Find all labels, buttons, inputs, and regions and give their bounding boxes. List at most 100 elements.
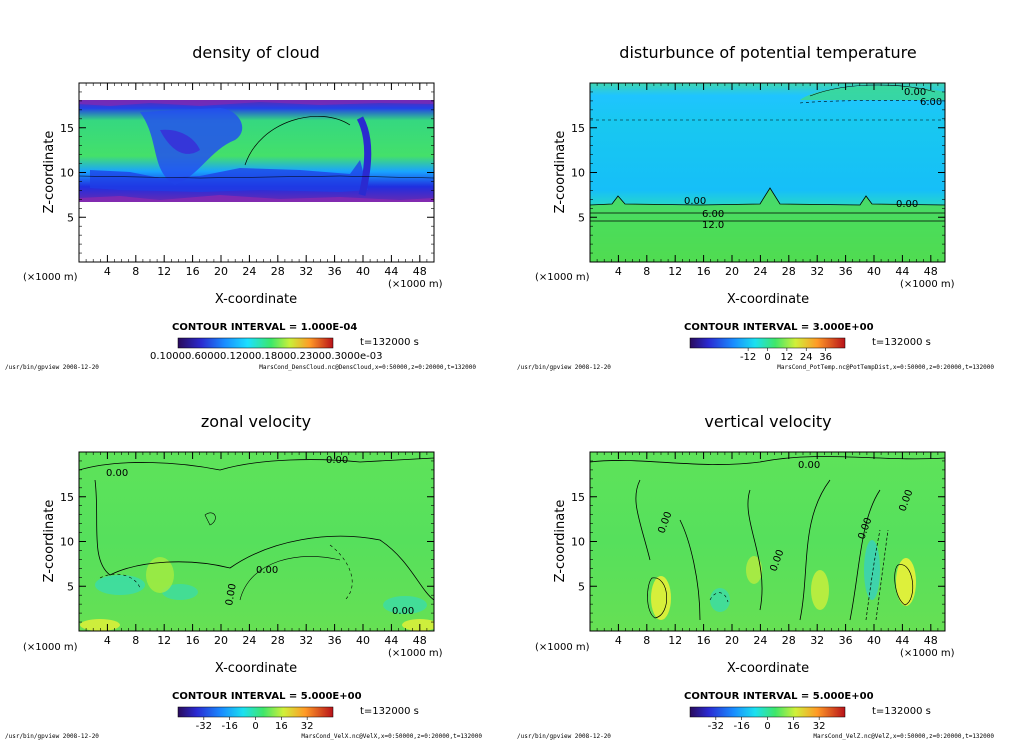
z-unit-label: (×1000 m) [535,272,590,283]
updraft-cell [651,576,671,620]
footer-left: /usr/bin/gpview 2008-12-20 [517,733,611,740]
contour-zero [79,457,434,471]
x-tick-label: 48 [924,634,938,647]
x-tick-label: 16 [697,265,711,278]
y-tick-label: 5 [578,211,585,224]
x-tick-label: 24 [242,265,256,278]
x-tick-label: 4 [104,265,111,278]
colorbar-tick-label: 0 [252,721,258,732]
contour-dashed-top [799,100,945,104]
contour-line [799,479,831,621]
colorbar-tick-label: 32 [813,721,826,732]
x-tick-label: 32 [810,634,824,647]
contour-interval: CONTOUR INTERVAL = 5.000E+00 [172,691,362,702]
x-axis-label: X-coordinate [727,661,809,676]
contour-zero [590,187,945,206]
contour-label: 0.00 [896,199,918,210]
colorbar-tick-label: -12 [740,352,756,363]
panel-vertical-velocity: vertical velocity 0.00 0.00 0.00 [517,412,994,740]
colorbar-tick-label: -32 [196,721,212,732]
y-tick-label: 15 [60,491,74,504]
x-tick-label: 28 [271,265,285,278]
footer-right: MarsCond_PotTemp.nc@PotTempDist,x=0:5000… [777,364,994,371]
velocity-field [590,452,945,631]
plume-core [160,129,200,154]
x-tick-label: 40 [867,634,881,647]
x-tick-label: 24 [753,634,767,647]
y-tick-label: 15 [571,491,585,504]
contour-zero [94,479,434,601]
y-axis-label: Z-coordinate [553,131,568,214]
y-tick-label: 5 [67,211,74,224]
contour-line [635,479,651,561]
colorbar [177,337,334,349]
x-tick-label: 16 [697,634,711,647]
updraft-cell [746,556,762,584]
colorbar [177,706,334,718]
contour-zero [590,456,945,465]
colorbar-tick-label: 24 [800,352,813,363]
contour-label: 0.00 [798,460,820,471]
contour-line [747,489,763,611]
contour-dashed [875,529,889,621]
z-unit-label: (×1000 m) [23,642,78,653]
contour-line [79,175,434,179]
panel-title: vertical velocity [704,412,831,431]
x-axis-label: X-coordinate [215,661,297,676]
colorbar-tick-label: -16 [221,721,237,732]
colorbar-tick-label: -16 [733,721,749,732]
contour-label: 0.00 [904,87,926,98]
colorbar-tick-label: 0 [764,352,770,363]
x-tick-label: 12 [668,634,682,647]
y-axis-label: Z-coordinate [42,131,57,214]
contour-labels: 0.00 0.00 0.00 0.00 0.00 [656,460,915,573]
y-tick-label: 10 [571,536,585,549]
x-tick-label: 8 [132,265,139,278]
colorbar [689,337,846,349]
colorbar-labels-overlap: 0.10000.60000.12000.18000.23000.3000e-03 [150,351,382,362]
footer-left: /usr/bin/gpview 2008-12-20 [5,733,99,740]
time-label: t=132000 s [872,337,931,348]
contour-label: 0.00 [106,468,128,479]
z-unit-label: (×1000 m) [23,272,78,283]
x-tick-label: 28 [782,634,796,647]
contour-label: 0.00 [256,565,278,576]
x-tick-label: 36 [328,265,342,278]
negative-cell [95,575,145,595]
contour-line [679,519,701,621]
panel-potential-temperature: disturbunce of potential temperature 0.0… [517,43,994,371]
x-tick-label: 16 [186,634,200,647]
x-tick-label: 40 [867,265,881,278]
positive-cell [80,619,120,631]
footer-right: MarsCond_VelZ.nc@VelZ,x=0:50000,z=0:2000… [813,733,994,740]
x-tick-label: 32 [810,265,824,278]
colorbar-ticks: -12 0 12 24 36 [740,348,832,363]
x-tick-label: 36 [839,634,853,647]
narrow-updraft [356,116,372,196]
x-tick-label: 28 [271,634,285,647]
contour-label: 0.00 [326,455,348,466]
contour-top [809,84,936,97]
x-tick-label: 32 [299,265,313,278]
colorbar-tick-label: 16 [275,721,288,732]
x-tick-label: 8 [643,265,650,278]
cloud-top-fringe [79,100,434,106]
upper-warm-region [800,85,945,100]
y-tick-label: 15 [571,122,585,135]
y-tick-label: 10 [60,167,74,180]
x-axis-label: X-coordinate [215,292,297,307]
x-tick-label: 12 [157,634,171,647]
x-tick-label: 40 [356,634,370,647]
x-tick-label: 44 [895,634,909,647]
colorbar-tick-label: 32 [301,721,314,732]
x-tick-label: 12 [157,265,171,278]
x-tick-label: 4 [104,634,111,647]
contour-closed [894,564,914,606]
time-label: t=132000 s [360,337,419,348]
y-tick-label: 10 [571,167,585,180]
panel-zonal-velocity: zonal velocity 0.00 0.00 0.00 0.00 0.00 … [5,412,482,740]
y-axis-label: Z-coordinate [553,500,568,583]
